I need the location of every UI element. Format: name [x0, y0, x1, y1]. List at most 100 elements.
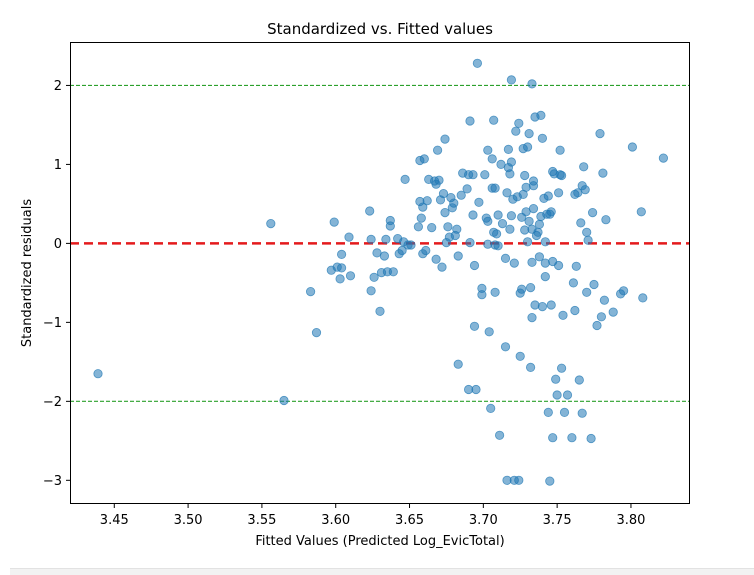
data-point: [365, 206, 375, 216]
data-point: [462, 184, 472, 194]
data-point: [552, 390, 562, 400]
data-point: [592, 320, 602, 331]
data-point: [432, 145, 443, 155]
data-point: [536, 110, 546, 121]
x-axis: 3.45 3.50 3.55 3.60 3.65 3.70 3.75 3.80: [100, 504, 645, 528]
data-point: [497, 219, 508, 229]
data-point: [521, 182, 531, 192]
data-point: [438, 189, 449, 199]
data-point: [418, 202, 428, 212]
data-point: [509, 258, 519, 268]
data-point: [574, 375, 584, 385]
data-point: [329, 217, 339, 227]
data-point: [416, 213, 426, 223]
data-point: [658, 153, 669, 163]
data-point: [506, 211, 516, 221]
data-point: [587, 208, 598, 218]
data-point: [480, 170, 490, 180]
data-point: [449, 198, 459, 208]
x-tick-label: 3.45: [100, 513, 129, 528]
data-point: [468, 210, 478, 220]
data-point: [577, 408, 587, 418]
data-point: [266, 219, 276, 229]
data-point: [494, 430, 505, 440]
data-point: [366, 234, 376, 244]
bottom-scrollbar-strip: [10, 568, 754, 575]
data-point: [502, 188, 512, 198]
data-point: [375, 306, 385, 316]
data-point: [483, 216, 493, 226]
data-point: [533, 227, 543, 237]
chart-title: Standardized vs. Fitted values: [267, 20, 493, 38]
data-point: [471, 384, 481, 395]
data-point: [571, 261, 581, 271]
data-point: [400, 174, 410, 184]
data-point: [379, 251, 389, 261]
data-point: [434, 175, 444, 185]
data-point: [546, 207, 556, 217]
data-point: [336, 249, 347, 259]
data-point: [311, 327, 322, 338]
y-tick-label: 2: [54, 79, 62, 94]
data-point: [540, 271, 550, 282]
data-point: [93, 369, 103, 379]
data-point: [427, 223, 437, 233]
data-point: [369, 272, 379, 282]
data-point: [344, 232, 354, 242]
data-point: [493, 210, 503, 220]
data-point: [431, 254, 441, 264]
data-point: [524, 216, 534, 226]
data-point: [489, 115, 499, 125]
data-point: [500, 342, 511, 352]
data-point: [582, 227, 592, 237]
data-point: [385, 221, 395, 231]
data-point: [440, 134, 450, 144]
data-point: [456, 190, 466, 200]
y-axis-label: Standardized residuals: [20, 199, 35, 347]
data-point: [599, 295, 610, 305]
data-point: [596, 312, 607, 322]
data-point: [558, 310, 568, 320]
data-point: [419, 154, 429, 164]
data-points: [93, 58, 669, 486]
data-point: [500, 253, 511, 263]
data-point: [505, 224, 515, 234]
data-point: [469, 260, 480, 271]
data-point: [556, 363, 567, 373]
data-point: [452, 224, 462, 234]
data-point: [520, 170, 530, 181]
data-point: [556, 170, 567, 181]
y-tick-label: 1: [54, 158, 62, 173]
data-point: [530, 300, 540, 310]
data-point: [627, 142, 638, 152]
data-point: [381, 234, 391, 244]
data-point: [583, 235, 593, 245]
data-point: [472, 58, 482, 68]
data-point: [487, 154, 497, 164]
data-point: [555, 145, 565, 155]
data-point: [483, 145, 493, 155]
plot-area-frame: [70, 42, 690, 504]
data-point: [490, 183, 500, 193]
data-point: [562, 390, 573, 400]
data-point: [490, 287, 500, 297]
data-point: [534, 219, 545, 229]
data-point: [551, 374, 561, 384]
data-point: [618, 286, 629, 296]
data-point: [567, 433, 577, 443]
y-tick-label: −2: [43, 395, 62, 410]
data-point: [524, 129, 534, 139]
data-point: [397, 245, 407, 256]
data-point: [546, 300, 556, 310]
data-point: [491, 229, 502, 239]
data-point: [421, 245, 431, 256]
data-point: [486, 403, 496, 413]
data-point: [503, 144, 513, 154]
data-point: [422, 196, 432, 206]
x-tick-label: 3.55: [247, 513, 276, 528]
data-point: [553, 260, 564, 271]
data-point: [388, 267, 398, 277]
data-point: [465, 116, 475, 126]
